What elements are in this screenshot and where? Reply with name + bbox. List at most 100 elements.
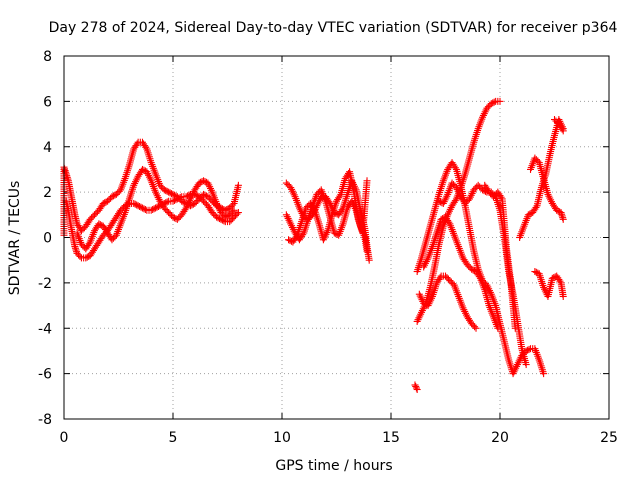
data-point: [413, 386, 421, 394]
axis-ticks: 0 5 10 15 20 25 -8 -6 -4 -2 0 2 4 6 8: [38, 49, 618, 446]
data-point: [149, 206, 157, 214]
data-point: [166, 210, 174, 218]
data-points: [60, 97, 567, 394]
data-point: [169, 213, 177, 221]
data-point: [109, 192, 117, 200]
data-point: [451, 164, 459, 172]
x-axis-label: GPS time / hours: [275, 458, 392, 474]
data-point: [213, 213, 221, 221]
data-point: [461, 199, 469, 207]
x-tick-label: 25: [600, 430, 618, 446]
y-tick-label: 6: [43, 94, 52, 110]
data-point: [230, 206, 238, 214]
plot-frame: [63, 55, 610, 420]
data-point: [234, 181, 242, 189]
data-point: [108, 236, 116, 244]
data-point: [79, 225, 87, 233]
data-point: [104, 197, 112, 205]
data-point: [108, 193, 116, 201]
data-point: [522, 361, 530, 369]
data-point: [223, 212, 231, 220]
y-tick-label: 8: [43, 49, 52, 65]
data-point: [105, 196, 113, 204]
data-point: [496, 97, 504, 105]
data-point: [556, 277, 564, 285]
data-point: [284, 181, 292, 189]
data-point: [442, 272, 449, 280]
data-point: [540, 370, 548, 378]
data-point: [548, 274, 556, 282]
data-point: [163, 198, 171, 206]
data-point: [494, 324, 502, 332]
data-point: [532, 203, 540, 211]
data-point: [363, 247, 371, 255]
data-point: [526, 210, 534, 218]
data-point: [532, 156, 540, 164]
data-point: [156, 181, 164, 189]
data-point: [176, 193, 184, 201]
data-point: [141, 206, 149, 214]
data-point: [157, 183, 165, 191]
data-point: [227, 202, 235, 210]
data-point: [468, 320, 476, 328]
data-point: [147, 206, 155, 214]
data-point: [292, 233, 300, 241]
data-point: [524, 211, 532, 219]
data-point: [474, 181, 482, 189]
data-point: [449, 181, 457, 189]
data-point: [365, 256, 373, 264]
data-point: [134, 202, 142, 210]
data-point: [75, 251, 83, 259]
data-point: [475, 273, 483, 281]
x-tick-label: 5: [169, 430, 178, 446]
data-point: [559, 127, 567, 135]
data-point: [89, 212, 97, 220]
data-point: [558, 125, 566, 133]
data-point: [77, 240, 85, 248]
data-point: [201, 178, 209, 186]
data-point: [83, 253, 91, 261]
data-point: [130, 199, 138, 207]
data-point: [444, 275, 452, 283]
data-point: [470, 186, 478, 194]
data-point: [231, 212, 239, 220]
data-point: [532, 268, 540, 276]
data-point: [485, 188, 493, 196]
data-point: [551, 116, 558, 124]
data-point: [447, 278, 455, 286]
data-point: [229, 201, 237, 209]
x-tick-label: 10: [273, 430, 291, 446]
y-tick-label: 2: [43, 185, 52, 201]
data-point: [195, 193, 203, 201]
data-point: [412, 382, 420, 390]
data-point: [172, 215, 180, 223]
data-point: [191, 199, 199, 207]
data-point: [201, 199, 209, 207]
data-point: [282, 179, 290, 187]
data-point: [511, 324, 519, 332]
data-point: [184, 192, 192, 200]
grid: [64, 56, 609, 419]
data-point: [138, 165, 146, 173]
data-point: [162, 187, 170, 195]
data-point: [91, 211, 99, 219]
data-point: [463, 198, 471, 206]
data-point: [168, 190, 176, 198]
data-point: [86, 215, 94, 223]
data-point: [336, 192, 344, 200]
data-point: [181, 206, 189, 214]
data-point: [175, 194, 183, 202]
data-point: [77, 227, 85, 235]
data-point: [82, 254, 90, 262]
data-point: [463, 261, 471, 269]
data-point: [471, 323, 479, 331]
data-point: [217, 209, 225, 217]
data-point: [136, 202, 144, 210]
data-point: [165, 209, 173, 217]
data-point: [559, 215, 567, 223]
data-point: [197, 194, 205, 202]
y-tick-label: 0: [43, 231, 52, 247]
data-point: [214, 214, 222, 222]
data-point: [226, 218, 234, 226]
data-point: [487, 100, 495, 108]
